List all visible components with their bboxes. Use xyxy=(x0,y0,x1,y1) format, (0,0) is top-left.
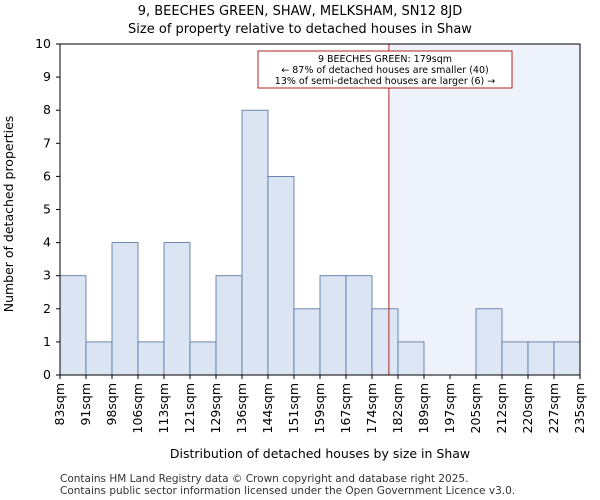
y-tick-label: 7 xyxy=(43,135,51,150)
x-tick-label: 220sqm xyxy=(520,383,535,433)
x-tick-label: 182sqm xyxy=(390,383,405,433)
annotation-line-1: 9 BEECHES GREEN: 179sqm xyxy=(318,54,452,65)
y-axis-ticks: 0 1 2 3 4 5 6 7 8 9 10 xyxy=(35,36,60,382)
y-tick-label: 10 xyxy=(35,36,51,51)
y-tick-label: 0 xyxy=(43,367,51,382)
y-tick-label: 4 xyxy=(43,235,51,250)
bar-121sqm xyxy=(189,341,217,376)
bar-167sqm xyxy=(345,275,373,376)
x-tick-label: 197sqm xyxy=(442,383,457,433)
footer-line-2: Contains public sector information licen… xyxy=(60,485,515,497)
bar-151sqm xyxy=(293,308,321,376)
y-tick-label: 9 xyxy=(43,69,51,84)
bar-136sqm xyxy=(241,109,269,376)
annotation-box xyxy=(257,50,513,89)
bar-113sqm xyxy=(163,242,191,376)
bar-129sqm xyxy=(215,275,243,376)
x-tick-label: 167sqm xyxy=(338,383,353,433)
y-axis-label: Number of detached properties xyxy=(1,116,16,313)
x-tick-label: 106sqm xyxy=(130,383,145,433)
x-tick-label: 83sqm xyxy=(52,383,67,426)
y-tick-label: 1 xyxy=(43,334,51,349)
x-tick-label: 129sqm xyxy=(208,383,223,433)
y-tick-label: 5 xyxy=(43,202,51,217)
annotation-line-2: ← 87% of detached houses are smaller (40… xyxy=(281,65,488,76)
x-tick-label: 98sqm xyxy=(104,383,119,426)
y-tick-label: 8 xyxy=(43,102,51,117)
footer-line-1: Contains HM Land Registry data © Crown c… xyxy=(60,473,468,485)
chart-title: 9, BEECHES GREEN, SHAW, MELKSHAM, SN12 8… xyxy=(138,4,463,19)
x-tick-label: 189sqm xyxy=(416,383,431,433)
bar-83sqm xyxy=(59,275,87,376)
annotation-line-3: 13% of semi-detached houses are larger (… xyxy=(275,76,495,87)
chart-subtitle: Size of property relative to detached ho… xyxy=(128,22,472,37)
x-tick-label: 235sqm xyxy=(572,383,587,433)
x-tick-label: 151sqm xyxy=(286,383,301,433)
y-tick-label: 2 xyxy=(43,301,51,316)
bar-212sqm xyxy=(501,341,529,376)
y-tick-label: 3 xyxy=(43,268,51,283)
x-axis-label: Distribution of detached houses by size … xyxy=(170,446,470,461)
x-tick-label: 113sqm xyxy=(156,383,171,433)
x-tick-label: 227sqm xyxy=(546,383,561,433)
x-tick-label: 205sqm xyxy=(468,383,483,433)
bar-174sqm xyxy=(371,308,399,376)
x-tick-label: 121sqm xyxy=(182,383,197,433)
x-tick-label: 136sqm xyxy=(234,383,249,433)
bar-220sqm xyxy=(527,341,555,376)
bar-227sqm xyxy=(553,341,581,376)
x-axis-ticks: 83sqm 91sqm 98sqm 106sqm 113sqm 121sqm 129sqm 1… xyxy=(52,375,587,433)
x-tick-label: 212sqm xyxy=(494,383,509,433)
bar-205sqm xyxy=(475,308,503,376)
bar-182sqm xyxy=(397,341,425,376)
x-tick-label: 174sqm xyxy=(364,383,379,433)
bar-91sqm xyxy=(85,341,113,376)
x-tick-label: 91sqm xyxy=(78,383,93,426)
plot-frame xyxy=(59,43,581,376)
bar-98sqm xyxy=(111,242,139,376)
bar-144sqm xyxy=(267,175,295,376)
bar-159sqm xyxy=(319,275,347,376)
x-tick-label: 144sqm xyxy=(260,383,275,433)
y-tick-label: 6 xyxy=(43,168,51,183)
bars-group xyxy=(59,109,581,376)
x-tick-label: 159sqm xyxy=(312,383,327,433)
bar-106sqm xyxy=(137,341,165,376)
